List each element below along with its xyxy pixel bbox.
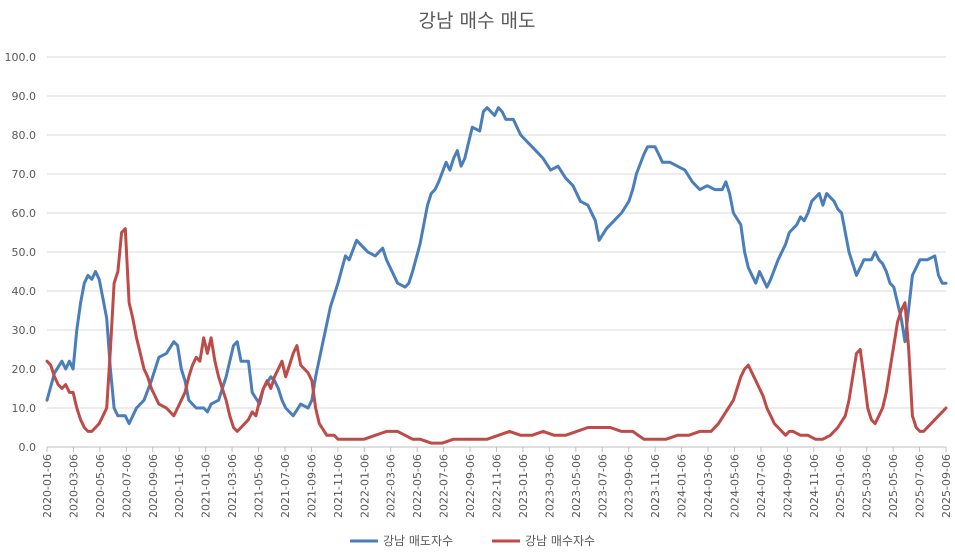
x-tick-label: 2023-07-06 xyxy=(596,454,609,518)
series-line-buyers xyxy=(45,227,948,445)
x-tick-label: 2022-11-06 xyxy=(491,454,504,518)
x-tick-label: 2023-09-06 xyxy=(623,454,636,518)
x-tick-label: 2020-11-06 xyxy=(173,454,186,518)
x-tick-label: 2021-11-06 xyxy=(332,454,345,518)
chart-title: 강남 매수 매도 xyxy=(419,10,536,32)
x-tick-label: 2021-01-06 xyxy=(200,454,213,518)
y-tick-label: 70.0 xyxy=(12,168,37,181)
x-tick-label: 2022-09-06 xyxy=(464,454,477,518)
y-tick-label: 0.0 xyxy=(19,441,37,454)
y-tick-label: 90.0 xyxy=(12,90,37,103)
x-tick-label: 2022-05-06 xyxy=(411,454,424,518)
x-tick-label: 2024-09-06 xyxy=(781,454,794,518)
x-tick-label: 2023-05-06 xyxy=(570,454,583,518)
x-tick-label: 2023-03-06 xyxy=(543,454,556,518)
x-tick-label: 2025-01-06 xyxy=(834,454,847,518)
y-tick-label: 40.0 xyxy=(12,285,37,298)
legend-label-sellers: 강남 매도자수 xyxy=(383,534,453,548)
x-tick-label: 2025-09-06 xyxy=(940,454,953,518)
y-tick-label: 10.0 xyxy=(12,402,37,415)
x-tick-label: 2021-03-06 xyxy=(226,454,239,518)
x-tick-label: 2022-01-06 xyxy=(358,454,371,518)
x-tick-label: 2022-07-06 xyxy=(438,454,451,518)
x-tick-label: 2025-07-06 xyxy=(914,454,927,518)
y-tick-label: 60.0 xyxy=(12,207,37,220)
y-tick-label: 100.0 xyxy=(5,51,37,64)
x-tick-label: 2021-09-06 xyxy=(305,454,318,518)
legend-label-buyers: 강남 매수자수 xyxy=(525,534,595,548)
x-tick-label: 2024-03-06 xyxy=(702,454,715,518)
x-tick-label: 2025-03-06 xyxy=(861,454,874,518)
x-tick-label: 2021-05-06 xyxy=(253,454,266,518)
series-line-sellers xyxy=(45,106,948,426)
y-tick-label: 20.0 xyxy=(12,363,37,376)
x-tick-label: 2020-01-06 xyxy=(41,454,54,518)
x-tick-label: 2020-09-06 xyxy=(147,454,160,518)
x-tick-label: 2024-01-06 xyxy=(676,454,689,518)
x-tick-label: 2023-01-06 xyxy=(517,454,530,518)
x-tick-label: 2024-07-06 xyxy=(755,454,768,518)
x-tick-label: 2021-07-06 xyxy=(279,454,292,518)
x-tick-label: 2020-05-06 xyxy=(94,454,107,518)
x-tick-label: 2024-05-06 xyxy=(728,454,741,518)
x-tick-label: 2025-05-06 xyxy=(887,454,900,518)
x-tick-label: 2020-07-06 xyxy=(120,454,133,518)
x-tick-label: 2020-03-06 xyxy=(67,454,80,518)
y-tick-label: 50.0 xyxy=(12,246,37,259)
y-tick-label: 30.0 xyxy=(12,324,37,337)
x-tick-label: 2022-03-06 xyxy=(385,454,398,518)
x-tick-label: 2024-11-06 xyxy=(808,454,821,518)
x-tick-label: 2023-11-06 xyxy=(649,454,662,518)
y-tick-label: 80.0 xyxy=(12,129,37,142)
